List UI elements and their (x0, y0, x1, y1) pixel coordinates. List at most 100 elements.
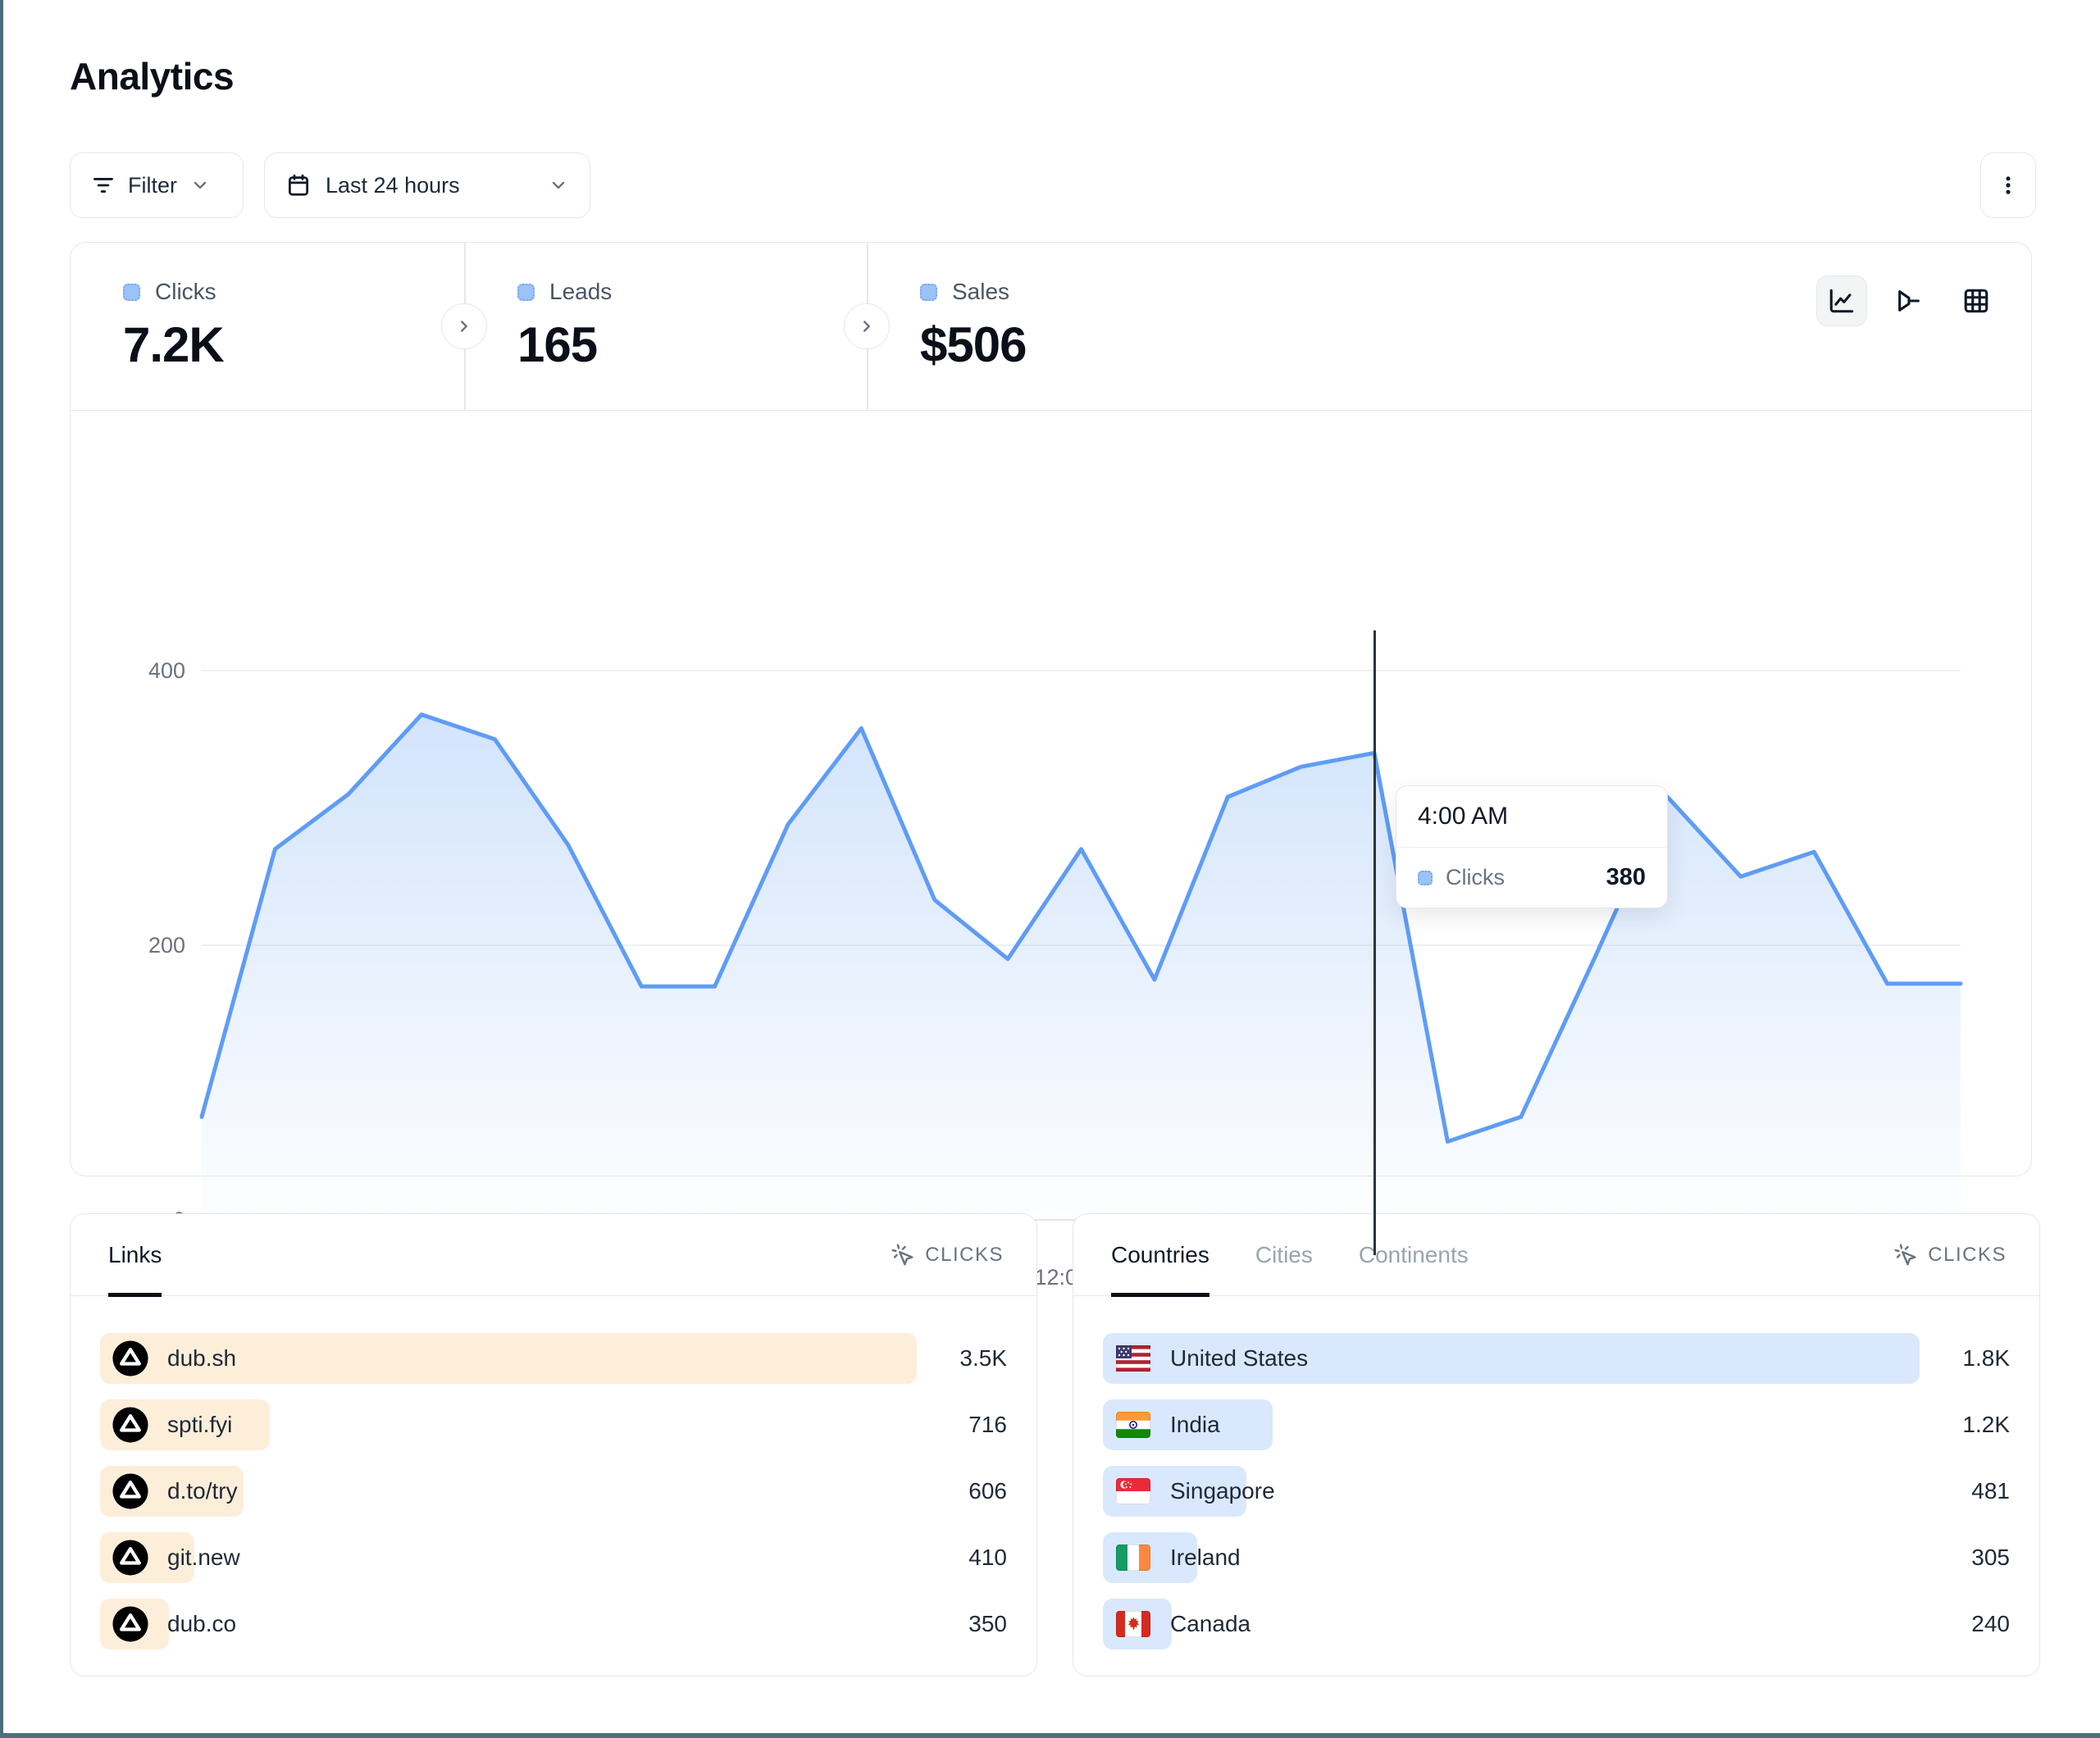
flag-ie-icon (1114, 1539, 1152, 1576)
leads-legend-swatch (517, 283, 535, 301)
chevron-right-icon (461, 321, 467, 332)
country-row[interactable]: Ireland 305 (1103, 1532, 2010, 1583)
link-bar-area: dub.co (100, 1599, 917, 1649)
link-row[interactable]: dub.sh 3.5K (100, 1333, 1007, 1384)
links-card: Links CLICKS dub.sh 3.5K spti.fyi (70, 1213, 1037, 1677)
sales-legend-swatch (920, 283, 937, 301)
flag-ca-icon (1114, 1605, 1152, 1643)
filter-button[interactable]: Filter (70, 152, 244, 218)
tab-clicks[interactable]: Clicks 7.2K (71, 243, 464, 411)
countries-card: Countries Cities Continents CLICKS Unit (1073, 1213, 2040, 1677)
countries-metric-selector[interactable]: CLICKS (1893, 1243, 2007, 1267)
window-edge-left (0, 0, 3, 1738)
country-row[interactable]: India 1.2K (1103, 1399, 2010, 1450)
dub-logo-icon (112, 1472, 149, 1510)
country-value: 240 (1971, 1611, 2010, 1636)
area-chart-canvas (199, 670, 1963, 1221)
more-options-button[interactable] (1980, 152, 2036, 218)
countries-card-header: Countries Cities Continents CLICKS (1073, 1214, 2039, 1297)
table-view-button[interactable] (1951, 275, 2002, 326)
dub-logo-icon (112, 1605, 149, 1643)
link-label: spti.fyi (167, 1412, 233, 1437)
table-grid-icon (1964, 289, 1988, 313)
clicks-chart[interactable]: 0200400 4:00 PM8:00 PM12:00 AM4:00 AM8:0… (71, 411, 2031, 1290)
country-label: India (1170, 1412, 1220, 1437)
y-tick-label: 200 (148, 933, 185, 958)
expand-clicks-button[interactable] (441, 303, 487, 349)
country-row[interactable]: Canada 240 (1103, 1599, 2010, 1649)
chart-view-switcher (1816, 275, 2002, 326)
country-bar-area: India (1103, 1399, 1920, 1450)
tab-sales[interactable]: Sales $506 (868, 243, 1269, 411)
country-label: United States (1170, 1345, 1309, 1371)
link-label: git.new (167, 1545, 240, 1570)
dub-logo-icon (112, 1407, 148, 1443)
page-title: Analytics (70, 55, 235, 98)
link-row[interactable]: d.to/try 606 (100, 1466, 1007, 1517)
link-value: 716 (968, 1412, 1007, 1437)
dub-logo-icon (112, 1406, 149, 1444)
date-range-button[interactable]: Last 24 hours (264, 152, 590, 218)
country-bar-area: United States (1103, 1333, 1920, 1384)
tooltip-value: 380 (1606, 864, 1646, 890)
line-chart-view-button[interactable] (1816, 275, 1867, 326)
link-label: dub.sh (167, 1345, 237, 1371)
clicks-legend-swatch (123, 283, 140, 301)
tab-continents[interactable]: Continents (1358, 1241, 1469, 1267)
expand-leads-button[interactable] (844, 303, 890, 349)
chart-area-fill (202, 714, 1961, 1220)
analytics-card: Clicks 7.2K Leads 165 Sales $506 (70, 242, 2032, 1290)
links-list: dub.sh 3.5K spti.fyi 716 d.to/try 606 (100, 1333, 1007, 1665)
country-label: Singapore (1170, 1478, 1275, 1504)
link-label: dub.co (167, 1611, 237, 1636)
link-value: 3.5K (959, 1345, 1007, 1371)
country-value: 481 (1971, 1478, 2010, 1504)
flag-in-icon (1114, 1406, 1152, 1444)
dub-logo-icon (112, 1340, 149, 1377)
dub-logo-icon (112, 1540, 148, 1576)
line-chart-icon (1829, 289, 1854, 313)
dub-logo-icon (112, 1473, 148, 1509)
cursor-click-icon (1893, 1243, 1918, 1267)
stat-tabs-row: Clicks 7.2K Leads 165 Sales $506 (71, 243, 2031, 411)
tooltip-series-swatch (1418, 870, 1433, 885)
tab-leads[interactable]: Leads 165 (465, 243, 867, 411)
flag-sg-icon (1114, 1472, 1152, 1510)
link-row[interactable]: spti.fyi 716 (100, 1399, 1007, 1450)
country-value: 1.8K (1962, 1345, 2010, 1371)
dub-logo-icon (112, 1606, 148, 1642)
sales-label: Sales (952, 279, 1010, 304)
leads-label: Leads (549, 279, 613, 304)
link-value: 606 (968, 1478, 1007, 1504)
sales-value: $506 (920, 317, 1027, 372)
tab-cities[interactable]: Cities (1255, 1241, 1313, 1267)
countries-metric-label: CLICKS (1928, 1243, 2007, 1266)
country-bar-area: Singapore (1103, 1466, 1920, 1517)
tab-countries[interactable]: Countries (1111, 1214, 1209, 1297)
link-row[interactable]: git.new 410 (100, 1532, 1007, 1583)
country-bar-area: Canada (1103, 1599, 1920, 1649)
link-value: 410 (968, 1545, 1007, 1570)
tab-links[interactable]: Links (108, 1214, 162, 1297)
links-metric-label: CLICKS (925, 1243, 1004, 1266)
link-row[interactable]: dub.co 350 (100, 1599, 1007, 1649)
link-bar-area: spti.fyi (100, 1399, 917, 1450)
links-card-header: Links CLICKS (71, 1214, 1036, 1297)
window-edge-bottom (0, 1733, 2100, 1738)
chevron-down-icon (549, 175, 568, 195)
links-metric-selector[interactable]: CLICKS (891, 1243, 1004, 1267)
link-bar (100, 1333, 917, 1384)
link-value: 350 (968, 1611, 1007, 1636)
flag-us-icon (1114, 1340, 1152, 1377)
clicks-label: Clicks (155, 279, 216, 304)
chevron-right-icon (863, 321, 870, 332)
country-row[interactable]: Singapore 481 (1103, 1466, 2010, 1517)
chevron-down-icon (190, 175, 210, 195)
leads-value: 165 (517, 317, 598, 372)
country-bar (1103, 1333, 1920, 1384)
kebab-menu-icon (1997, 174, 2020, 197)
country-row[interactable]: United States 1.8K (1103, 1333, 2010, 1384)
country-value: 305 (1971, 1545, 2010, 1570)
funnel-view-button[interactable] (1884, 275, 1934, 326)
